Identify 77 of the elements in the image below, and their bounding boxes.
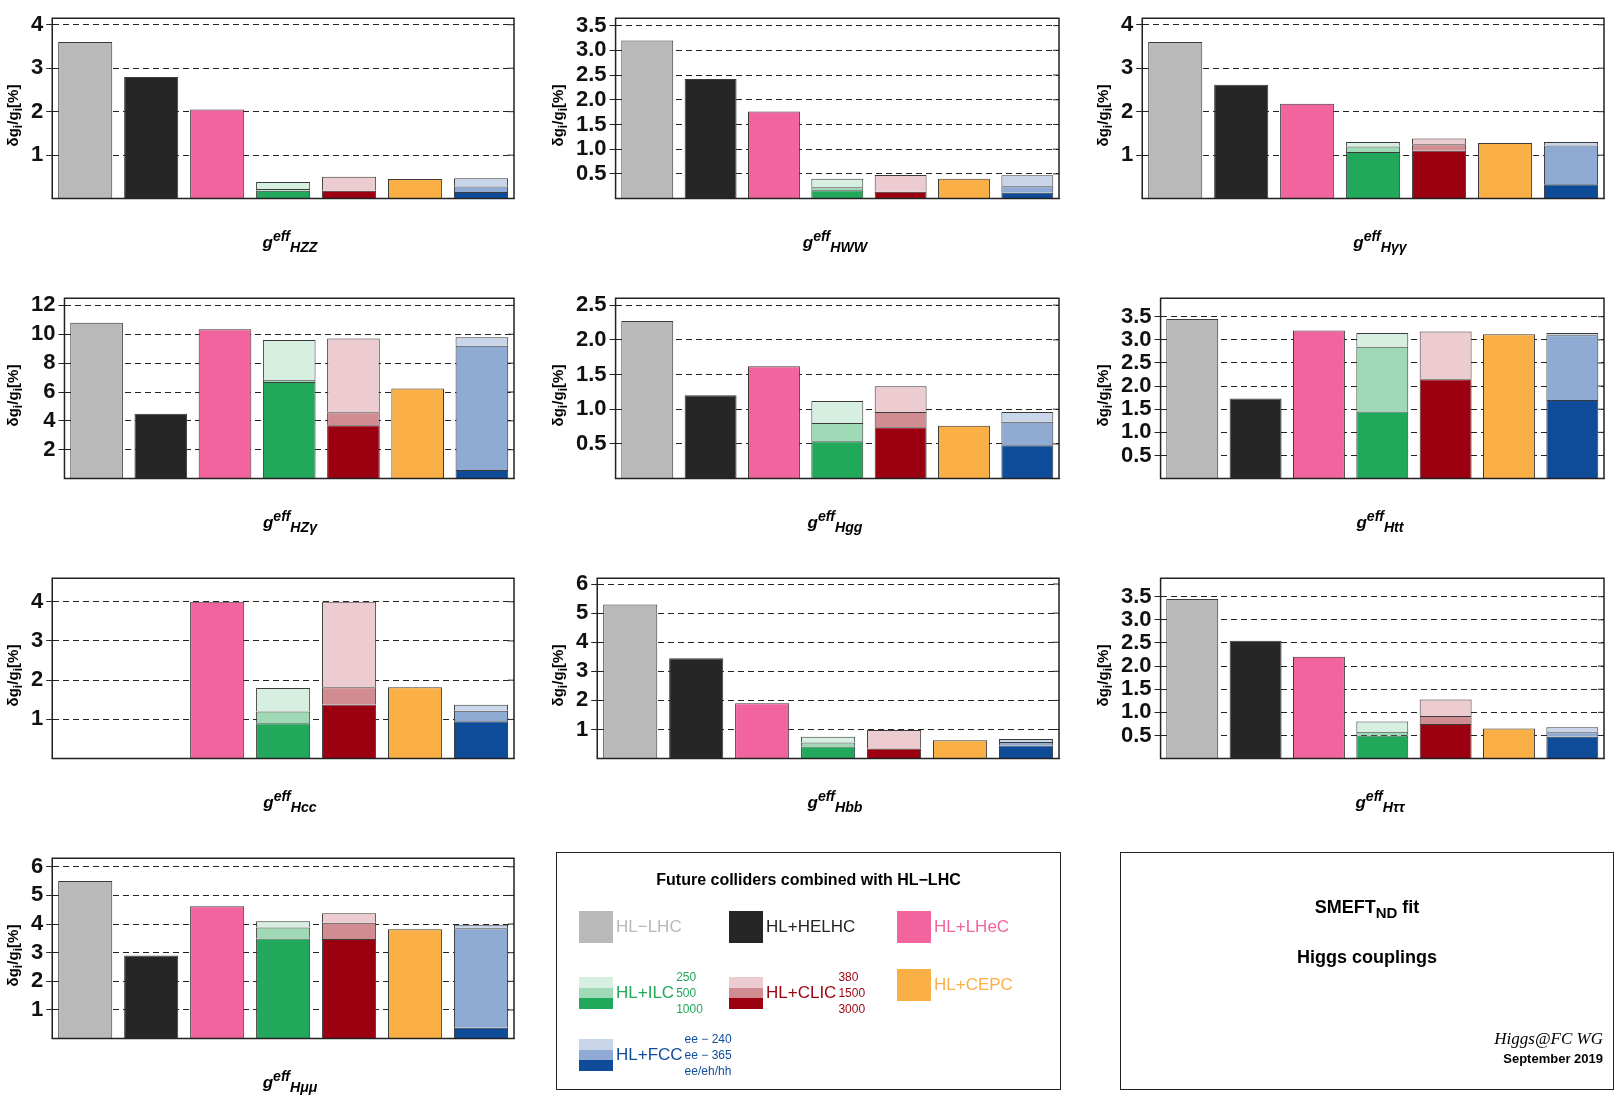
y-tick-label: 2	[575, 686, 589, 712]
y-tick-label: 2.5	[575, 61, 607, 87]
y-tick-label: 1	[30, 996, 44, 1022]
y-tick-label: 6	[30, 852, 44, 878]
text: 250	[676, 969, 698, 985]
y-tick-label: 2.0	[575, 85, 607, 111]
y-tick-label: 5	[30, 881, 44, 907]
text: Higgs@FC WG	[1494, 1029, 1603, 1049]
y-tick-label: 2	[43, 435, 56, 461]
y-tick-label: 1.0	[1120, 418, 1152, 444]
y-tick-label: 4	[30, 587, 44, 613]
y-tick-label: 2.5	[1120, 629, 1152, 655]
y-tick-label: 4	[43, 406, 57, 432]
text: Future colliders combined with HL−LHC	[655, 871, 962, 889]
y-tick-label: 10	[30, 320, 56, 346]
y-tick-label: 1.0	[1120, 698, 1152, 724]
text: 500	[676, 985, 698, 1001]
y-tick-label: 6	[43, 378, 56, 404]
y-tick-label: 3.5	[575, 11, 607, 37]
y-tick-label: 2.5	[1120, 349, 1152, 375]
y-tick-label: 8	[43, 349, 56, 375]
y-tick-label: 6	[575, 570, 589, 596]
y-tick-label: 4	[1120, 10, 1134, 36]
text: 3000	[838, 1001, 866, 1017]
y-tick-label: 3	[1120, 54, 1134, 80]
y-tick-label: 1	[30, 705, 44, 731]
y-tick-label: 2.5	[575, 291, 607, 317]
text: HL+LHeC	[934, 917, 1010, 937]
y-tick-label: 12	[30, 291, 56, 317]
y-tick-label: 1	[575, 715, 589, 741]
text: 380	[838, 969, 860, 985]
y-tick-label: 3.0	[1120, 605, 1152, 631]
text: HL+CEPC	[934, 975, 1013, 995]
y-tick-label: 2.0	[1120, 652, 1152, 678]
text: ee − 365	[684, 1047, 732, 1063]
y-tick-label: 3.0	[575, 36, 607, 62]
y-tick-label: 1.0	[575, 135, 607, 161]
text: Higgs couplings	[1296, 947, 1438, 968]
y-tick-label: 3	[30, 938, 44, 964]
y-tick-label: 2.0	[575, 325, 607, 351]
y-tick-label: 0.5	[575, 159, 607, 185]
y-tick-label: 3.5	[1120, 582, 1152, 608]
y-tick-label: 2	[30, 666, 44, 692]
y-tick-label: 2	[30, 97, 44, 123]
y-tick-label: 1.0	[575, 395, 607, 421]
text: September 2019	[1503, 1051, 1603, 1066]
y-tick-label: 3.0	[1120, 325, 1152, 351]
y-tick-label: 4	[30, 10, 44, 36]
text: HL+ILC	[616, 983, 675, 1003]
y-tick-label: 2	[30, 967, 44, 993]
y-tick-label: 3	[30, 54, 44, 80]
text: 1500	[838, 985, 866, 1001]
y-tick-label: 1.5	[575, 360, 607, 386]
y-tick-label: 3	[575, 657, 589, 683]
text: HL+FCC	[616, 1045, 683, 1065]
y-tick-label: 5	[575, 599, 589, 625]
y-tick-label: 1	[30, 141, 44, 167]
y-tick-label: 1.5	[1120, 395, 1152, 421]
y-tick-label: 2.0	[1120, 372, 1152, 398]
text: 1000	[676, 1001, 703, 1017]
y-tick-label: 1.5	[575, 110, 607, 136]
y-tick-label: 4	[575, 628, 589, 654]
y-tick-label: 3.5	[1120, 302, 1152, 328]
y-tick-label: 2	[1120, 97, 1134, 123]
text: HL+HELHC	[766, 917, 856, 937]
y-tick-label: 1	[1120, 141, 1134, 167]
y-tick-label: 0.5	[575, 429, 607, 455]
y-tick-label: 0.5	[1120, 441, 1152, 467]
text: ee/eh/hh	[684, 1063, 732, 1079]
text: SMEFT$_{ND}$ fit	[1313, 897, 1421, 921]
y-tick-label: 0.5	[1120, 721, 1152, 747]
text: HL+CLIC	[766, 983, 837, 1003]
text: ee − 240	[684, 1031, 732, 1047]
y-tick-label: 3	[30, 627, 44, 653]
y-tick-label: 4	[30, 910, 44, 936]
text: HL−LHC	[616, 917, 682, 937]
y-tick-label: 1.5	[1120, 675, 1152, 701]
